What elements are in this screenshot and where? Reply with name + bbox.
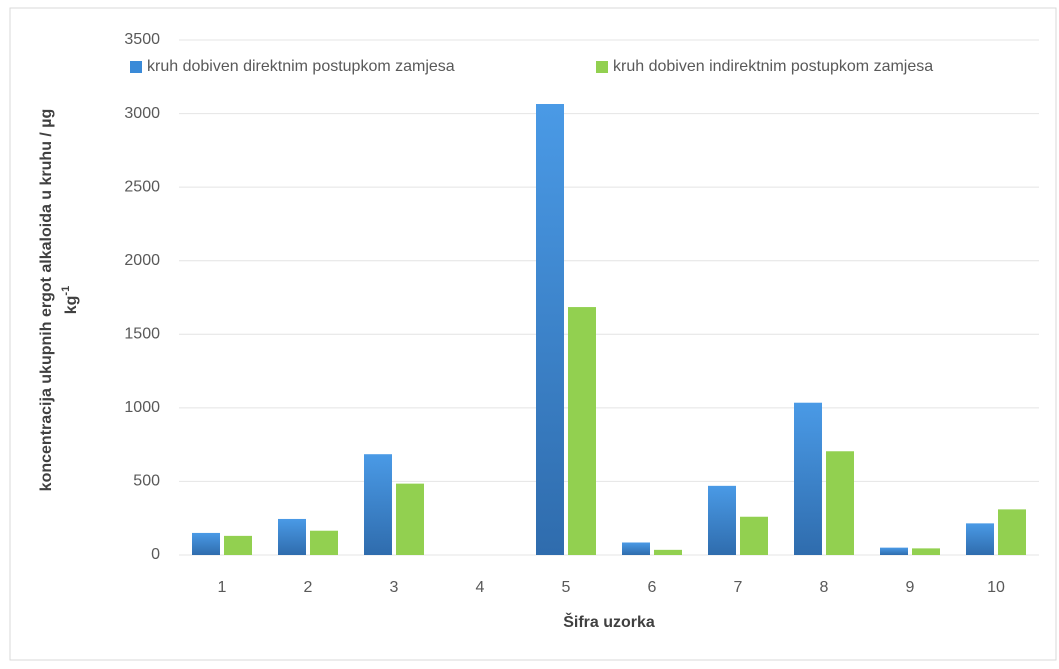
x-tick-label: 9 bbox=[906, 579, 915, 596]
x-tick-label: 5 bbox=[562, 579, 571, 596]
y-axis-sup: -1 bbox=[60, 286, 72, 296]
bar bbox=[396, 483, 424, 555]
bar bbox=[364, 454, 392, 555]
bar bbox=[966, 523, 994, 555]
y-tick-label: 1500 bbox=[124, 326, 160, 343]
x-tick-label: 6 bbox=[648, 579, 657, 596]
x-tick-label: 8 bbox=[820, 579, 829, 596]
legend-label: kruh dobiven indirektnim postupkom zamje… bbox=[613, 58, 933, 75]
bar bbox=[278, 518, 306, 555]
legend-label: kruh dobiven direktnim postupkom zamjesa bbox=[147, 58, 455, 75]
bar bbox=[826, 451, 854, 555]
bar bbox=[622, 542, 650, 555]
y-tick-label: 2000 bbox=[124, 252, 160, 269]
legend-swatch bbox=[596, 61, 608, 73]
bar bbox=[310, 530, 338, 555]
x-tick-label: 4 bbox=[476, 579, 485, 596]
bar bbox=[740, 516, 768, 555]
bar bbox=[192, 532, 220, 555]
y-tick-label: 2500 bbox=[124, 178, 160, 195]
x-tick-label: 7 bbox=[734, 579, 743, 596]
bar bbox=[998, 509, 1026, 555]
y-axis-title: koncentracija ukupnih ergot alkaloida u … bbox=[38, 109, 55, 492]
x-tick-label: 3 bbox=[390, 579, 399, 596]
bar bbox=[880, 547, 908, 555]
bar bbox=[654, 549, 682, 555]
bar bbox=[794, 402, 822, 555]
legend-swatch bbox=[130, 61, 142, 73]
bar bbox=[224, 535, 252, 555]
x-tick-label: 10 bbox=[987, 579, 1005, 596]
y-axis-unit: kg bbox=[63, 296, 80, 315]
bar bbox=[708, 485, 736, 555]
x-axis-title: Šifra uzorka bbox=[563, 612, 655, 631]
bar bbox=[568, 307, 596, 555]
y-tick-label: 3000 bbox=[124, 105, 160, 122]
y-tick-label: 1000 bbox=[124, 399, 160, 416]
bar bbox=[912, 548, 940, 555]
y-tick-label: 500 bbox=[133, 473, 160, 490]
bar bbox=[536, 104, 564, 555]
y-tick-label: 3500 bbox=[124, 31, 160, 48]
y-tick-label: 0 bbox=[151, 546, 160, 563]
x-tick-label: 2 bbox=[304, 579, 313, 596]
x-tick-label: 1 bbox=[218, 579, 227, 596]
y-axis-title-2: kg-1 bbox=[60, 286, 80, 314]
